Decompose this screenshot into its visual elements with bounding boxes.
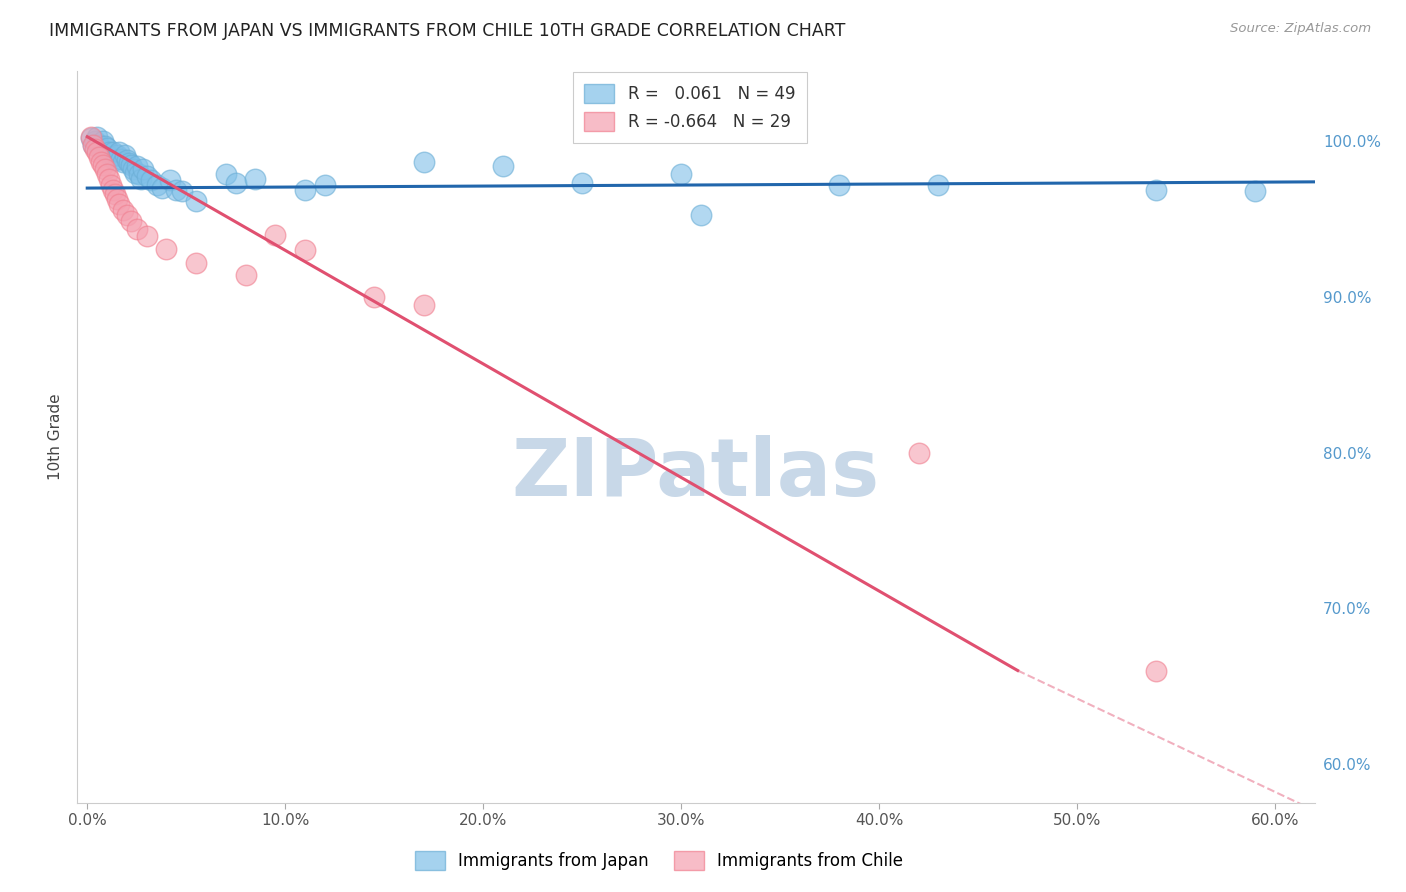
Point [82, 137, 104, 152]
Point [139, 173, 162, 187]
Point [90, 142, 112, 156]
Point [314, 178, 336, 192]
Point [101, 145, 124, 160]
Point [571, 177, 593, 191]
Point [172, 184, 194, 198]
Text: IMMIGRANTS FROM JAPAN VS IMMIGRANTS FROM CHILE 10TH GRADE CORRELATION CHART: IMMIGRANTS FROM JAPAN VS IMMIGRANTS FROM… [49, 22, 845, 40]
Point [412, 298, 434, 312]
Point [1144, 183, 1167, 197]
Point [105, 148, 128, 162]
Point [104, 187, 127, 202]
Point [135, 169, 157, 183]
Point [152, 181, 174, 195]
Point [294, 244, 316, 258]
Point [669, 167, 692, 181]
Point [245, 171, 267, 186]
Point [110, 152, 132, 166]
Point [165, 183, 187, 197]
Point [91, 158, 114, 172]
Point [120, 213, 142, 227]
Point [84, 135, 107, 149]
Legend: Immigrants from Japan, Immigrants from Chile: Immigrants from Japan, Immigrants from C… [406, 843, 911, 879]
Point [105, 192, 128, 206]
Point [104, 153, 127, 167]
Point [96, 140, 118, 154]
Point [91, 135, 114, 149]
Point [96, 167, 118, 181]
Point [235, 268, 257, 283]
Text: ZIPatlas: ZIPatlas [512, 434, 880, 513]
Y-axis label: 10th Grade: 10th Grade [48, 393, 63, 481]
Point [108, 145, 131, 160]
Point [159, 173, 181, 187]
Point [100, 178, 122, 192]
Point [118, 156, 141, 170]
Point [184, 194, 207, 208]
Point [111, 202, 134, 217]
Point [1244, 184, 1267, 198]
Point [98, 145, 121, 160]
Point [129, 171, 152, 186]
Point [294, 183, 316, 197]
Point [907, 445, 929, 459]
Point [98, 171, 121, 186]
Point [828, 178, 851, 192]
Point [215, 167, 238, 181]
Point [111, 154, 134, 169]
Point [101, 183, 124, 197]
Point [927, 178, 949, 192]
Point [184, 256, 207, 270]
Point [131, 162, 153, 177]
Point [690, 208, 713, 222]
Point [114, 148, 136, 162]
Text: Source: ZipAtlas.com: Source: ZipAtlas.com [1230, 22, 1371, 36]
Point [264, 227, 287, 242]
Point [492, 159, 515, 173]
Point [86, 129, 108, 144]
Point [125, 159, 148, 173]
Point [86, 145, 108, 160]
Point [125, 221, 148, 235]
Point [87, 150, 110, 164]
Point [108, 196, 131, 211]
Point [80, 131, 103, 145]
Point [94, 162, 117, 177]
Point [363, 290, 385, 304]
Point [155, 242, 177, 256]
Point [87, 137, 110, 152]
Point [82, 137, 104, 152]
Point [84, 142, 107, 156]
Point [115, 208, 138, 222]
Point [124, 165, 146, 179]
Point [412, 154, 434, 169]
Point [135, 229, 157, 244]
Point [225, 177, 247, 191]
Point [128, 167, 150, 181]
Point [94, 139, 117, 153]
Point [115, 153, 138, 167]
Point [145, 178, 167, 192]
Point [100, 150, 122, 164]
Point [120, 158, 142, 172]
Point [1144, 664, 1167, 678]
Point [80, 129, 103, 144]
Point [90, 154, 112, 169]
Point [121, 162, 143, 177]
